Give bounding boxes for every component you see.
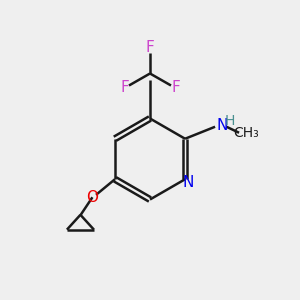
Text: N: N (217, 118, 228, 133)
Text: F: F (171, 80, 180, 95)
Text: F: F (146, 40, 154, 56)
Text: CH₃: CH₃ (234, 126, 260, 140)
Text: N: N (183, 175, 194, 190)
Text: O: O (86, 190, 98, 205)
Text: H: H (224, 114, 235, 128)
Text: F: F (120, 80, 129, 95)
